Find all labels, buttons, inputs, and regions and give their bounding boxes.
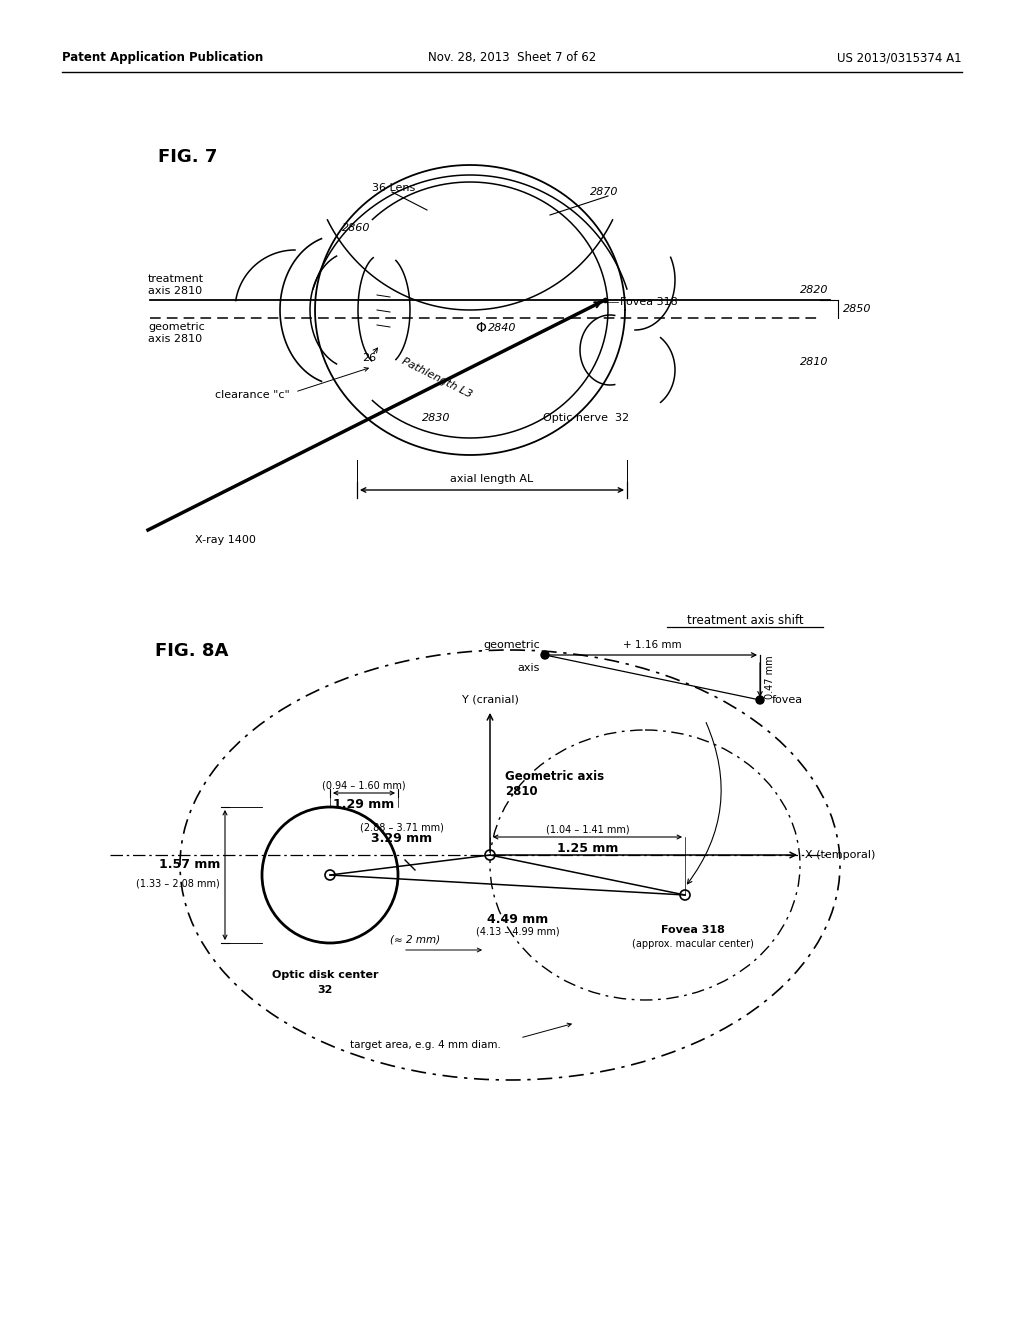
Text: fovea: fovea [772,696,803,705]
Text: X (temporal): X (temporal) [805,850,876,861]
Text: Fovea 318: Fovea 318 [662,925,725,935]
Text: X-ray 1400: X-ray 1400 [195,535,256,545]
Text: (≈ 2 mm): (≈ 2 mm) [390,935,440,945]
Text: Optic disk center: Optic disk center [271,970,378,979]
Text: clearance "c": clearance "c" [215,389,290,400]
Text: 2840: 2840 [488,323,516,333]
Text: Φ: Φ [475,321,485,335]
Text: 2830: 2830 [422,413,451,422]
Text: 1.57 mm: 1.57 mm [159,858,220,871]
Text: axis 2810: axis 2810 [148,334,202,345]
Text: 2860: 2860 [342,223,371,234]
Text: 1.25 mm: 1.25 mm [557,842,618,855]
Text: + 1.16 mm: + 1.16 mm [624,640,682,649]
Circle shape [756,696,764,704]
Text: Optic nerve  32: Optic nerve 32 [543,413,629,422]
Text: (2.88 – 3.71 mm): (2.88 – 3.71 mm) [360,822,444,833]
Text: (approx. macular center): (approx. macular center) [632,939,754,949]
Circle shape [680,890,690,900]
Text: axis 2810: axis 2810 [148,286,202,296]
Text: (0.94 – 1.60 mm): (0.94 – 1.60 mm) [323,780,406,789]
Text: Nov. 28, 2013  Sheet 7 of 62: Nov. 28, 2013 Sheet 7 of 62 [428,51,596,65]
Text: 36 Lens: 36 Lens [372,183,416,193]
Text: 2820: 2820 [800,285,828,294]
Text: 2810: 2810 [800,356,828,367]
Text: 4.49 mm: 4.49 mm [486,913,548,927]
Text: Fovea 318: Fovea 318 [620,297,678,308]
Text: 2810: 2810 [505,785,538,799]
Text: axis: axis [517,663,540,673]
Text: 2870: 2870 [590,187,618,197]
Text: target area, e.g. 4 mm diam.: target area, e.g. 4 mm diam. [349,1040,501,1049]
Text: Y (cranial): Y (cranial) [462,696,518,705]
Text: Pathlength L3: Pathlength L3 [399,356,473,400]
Text: 3.29 mm: 3.29 mm [372,832,432,845]
Text: axial length AL: axial length AL [451,474,534,484]
Circle shape [541,651,549,659]
Text: Geometric axis: Geometric axis [505,770,604,783]
Text: US 2013/0315374 A1: US 2013/0315374 A1 [838,51,962,65]
Text: 32: 32 [317,985,333,995]
Text: treatment: treatment [148,275,204,284]
Text: treatment axis shift: treatment axis shift [687,614,803,627]
Text: (1.04 – 1.41 mm): (1.04 – 1.41 mm) [546,824,630,834]
Text: 1.29 mm: 1.29 mm [334,799,394,810]
Text: FIG. 8A: FIG. 8A [155,642,228,660]
Text: FIG. 7: FIG. 7 [158,148,217,166]
Text: 0.47 mm: 0.47 mm [765,656,775,700]
Text: 2850: 2850 [843,304,871,314]
Circle shape [485,850,495,861]
Text: 26: 26 [362,352,376,363]
Text: geometric: geometric [148,322,205,333]
Text: Patent Application Publication: Patent Application Publication [62,51,263,65]
Text: geometric: geometric [483,640,540,649]
Text: (4.13 – 4.99 mm): (4.13 – 4.99 mm) [476,927,559,937]
Circle shape [325,870,335,880]
Text: (1.33 – 2.08 mm): (1.33 – 2.08 mm) [136,878,220,888]
